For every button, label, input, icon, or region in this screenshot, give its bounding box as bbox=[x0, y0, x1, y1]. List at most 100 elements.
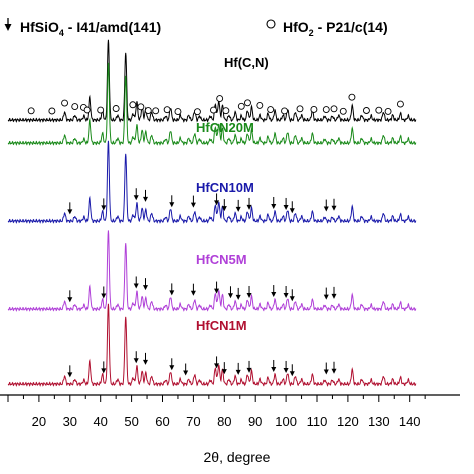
hfo2-circle-marker bbox=[129, 101, 137, 109]
trace-hfcn20m bbox=[7, 62, 417, 146]
hfo2-circle-marker bbox=[222, 107, 230, 115]
hfsio4-arrow-marker bbox=[183, 363, 189, 376]
x-tick-label: 40 bbox=[93, 414, 107, 429]
hfo2-circle-marker bbox=[310, 106, 318, 113]
x-tick-label: 120 bbox=[337, 414, 359, 429]
hfo2-circle-marker bbox=[384, 107, 392, 115]
traces bbox=[7, 39, 417, 387]
hfo2-circle-marker bbox=[244, 99, 251, 107]
hfo2-circle-marker bbox=[256, 101, 264, 109]
hfsio4-arrow-marker bbox=[67, 290, 73, 303]
hfsio4-arrow-marker bbox=[143, 352, 148, 365]
hfsio4-arrow-marker bbox=[235, 287, 241, 300]
hfo2-circle-marker bbox=[348, 93, 356, 101]
hfsio4-arrow-marker bbox=[143, 189, 148, 202]
hfo2-circle-marker bbox=[210, 106, 217, 114]
trace-hfcn bbox=[7, 39, 417, 123]
hfsio4-arrow-marker bbox=[101, 286, 107, 299]
hfsio4-arrow-marker bbox=[67, 365, 73, 378]
sample-labels: Hf(C,N) HfCN20M HfCN10M HfCN5M HfCN1M bbox=[196, 55, 269, 333]
hfo2-circle-marker bbox=[237, 102, 245, 110]
markers bbox=[27, 93, 404, 378]
x-tick-label: 30 bbox=[63, 414, 77, 429]
hfo2-circle-marker bbox=[174, 108, 182, 116]
x-tick-label: 70 bbox=[186, 414, 200, 429]
x-axis: 20 30 40 50 60 70 80 90 100 110 120 130 140 bbox=[0, 394, 460, 429]
hfsio4-arrow-marker bbox=[101, 198, 107, 211]
trace-hfcn10m bbox=[7, 140, 417, 224]
x-tick-label: 90 bbox=[248, 414, 262, 429]
hfo2-circle-marker bbox=[281, 107, 289, 115]
label-hfcn: Hf(C,N) bbox=[224, 55, 269, 70]
hfo2-circle-marker bbox=[144, 107, 152, 115]
hfsio4-arrow-marker bbox=[133, 351, 139, 364]
hfsio4-arrow-marker bbox=[190, 195, 196, 208]
hfsio4-arrow-marker bbox=[214, 193, 220, 206]
hfo2-circle-marker bbox=[193, 108, 201, 116]
x-axis-title: 2θ, degree bbox=[204, 449, 271, 465]
label-hfcn5m: HfCN5M bbox=[196, 252, 247, 267]
hfo2-circle-marker bbox=[267, 106, 275, 114]
hfsio4-arrow-marker bbox=[246, 360, 252, 373]
label-hfcn20m: HfCN20M bbox=[196, 120, 254, 135]
x-tick-label: 60 bbox=[155, 414, 169, 429]
hfo2-circle-marker bbox=[71, 103, 79, 111]
hfo2-circle-marker bbox=[375, 106, 383, 114]
hfsio4-arrow-marker bbox=[271, 359, 277, 372]
hfsio4-arrow-marker bbox=[190, 283, 196, 296]
hfo2-circle-marker bbox=[296, 105, 304, 113]
legend: HfSiO4 - I41/amd(141) HfO2 - P21/c(14) bbox=[4, 18, 388, 38]
hfsio4-arrow-marker bbox=[101, 361, 107, 374]
hfsio4-arrow-marker bbox=[169, 195, 175, 208]
hfsio4-arrow-marker bbox=[214, 356, 220, 369]
hfsio4-arrow-marker bbox=[331, 198, 337, 211]
hfsio4-arrow-marker bbox=[133, 188, 139, 201]
hfsio4-arrow-marker bbox=[289, 201, 295, 214]
x-tick-label: 130 bbox=[368, 414, 390, 429]
x-tick-label: 110 bbox=[307, 414, 328, 429]
hfsio4-arrow-marker bbox=[133, 276, 139, 289]
x-tick-label: 50 bbox=[124, 414, 138, 429]
hfo2-circle-marker bbox=[216, 95, 224, 102]
hfsio4-arrow-marker bbox=[169, 358, 175, 371]
legend-hfo2-circle-icon bbox=[266, 19, 276, 29]
legend-hfo2-label: HfO2 - P21/c(14) bbox=[283, 19, 388, 38]
hfo2-circle-marker bbox=[322, 106, 330, 113]
hfsio4-arrow-marker bbox=[246, 285, 252, 298]
hfsio4-arrow-marker bbox=[143, 278, 148, 291]
hfo2-circle-marker bbox=[137, 103, 145, 111]
trace-hfcn5m bbox=[7, 230, 417, 312]
x-tick-label: 20 bbox=[32, 414, 46, 429]
hfo2-circle-marker bbox=[339, 107, 347, 115]
x-tick-label: 140 bbox=[399, 414, 421, 429]
hfsio4-arrow-marker bbox=[283, 360, 289, 373]
hfo2-circle-marker bbox=[48, 107, 56, 115]
hfsio4-arrow-marker bbox=[246, 197, 252, 210]
hfsio4-arrow-marker bbox=[227, 286, 233, 299]
hfsio4-arrow-marker bbox=[323, 287, 329, 300]
x-tick-label: 80 bbox=[217, 414, 231, 429]
label-hfcn1m: HfCN1M bbox=[196, 318, 247, 333]
label-hfcn10m: HfCN10M bbox=[196, 180, 254, 195]
hfo2-circle-marker bbox=[97, 106, 105, 114]
hfsio4-arrow-marker bbox=[289, 289, 295, 302]
hfo2-circle-marker bbox=[83, 106, 91, 114]
hfo2-circle-marker bbox=[112, 105, 120, 112]
trace-hfcn1m bbox=[7, 303, 417, 387]
hfsio4-arrow-marker bbox=[67, 202, 73, 215]
x-tick-label: 100 bbox=[275, 414, 297, 429]
hfsio4-arrow-marker bbox=[271, 196, 277, 209]
hfo2-circle-marker bbox=[330, 105, 338, 113]
hfsio4-arrow-marker bbox=[283, 197, 289, 210]
legend-hfsio4-arrow-icon bbox=[4, 18, 12, 31]
hfsio4-arrow-marker bbox=[289, 364, 295, 377]
hfsio4-arrow-marker bbox=[331, 361, 337, 374]
hfsio4-arrow-marker bbox=[283, 286, 289, 299]
hfsio4-arrow-marker bbox=[331, 286, 337, 299]
hfo2-circle-marker bbox=[61, 99, 69, 107]
hfsio4-arrow-marker bbox=[271, 285, 277, 298]
hfo2-circle-marker bbox=[362, 107, 370, 114]
hfsio4-arrow-marker bbox=[235, 199, 241, 212]
hfsio4-arrow-marker bbox=[214, 281, 220, 294]
